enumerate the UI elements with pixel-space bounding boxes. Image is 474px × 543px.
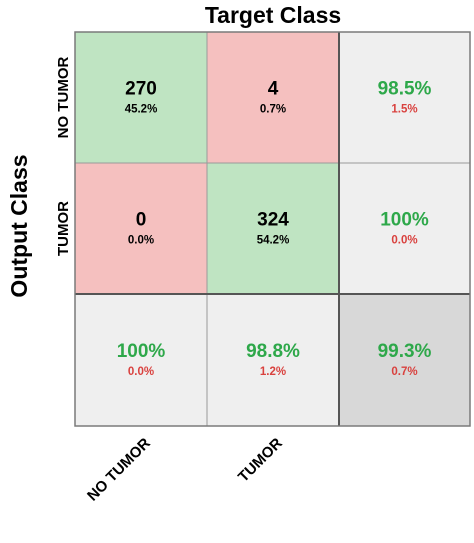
column-summary-cell-percent: 1.2% [260,366,286,378]
matrix-cell [207,32,339,163]
matrix-cell [75,32,207,163]
matrix-cell-value: 270 [125,79,157,100]
matrix-cell-percent: 0.7% [260,104,286,116]
row-summary-cell-value: 100% [380,210,429,231]
matrix-cell-percent: 0.0% [128,235,154,247]
x-tick-label: TUMOR [235,435,286,486]
y-tick-label: TUMOR [55,201,72,256]
column-summary-cell [207,294,339,426]
y-axis-title: Output Class [6,154,32,297]
matrix-cell-percent: 54.2% [257,235,290,247]
matrix-cell-value: 0 [136,210,147,231]
y-tick-label: NO TUMOR [55,57,72,139]
row-summary-cell-percent: 0.0% [391,235,417,247]
overall-accuracy-cell-percent: 0.7% [391,366,417,378]
row-summary-cell-percent: 1.5% [391,104,417,116]
row-summary-cell [339,163,470,294]
overall-accuracy-cell-value: 99.3% [378,341,432,362]
matrix-cell-percent: 45.2% [125,104,158,116]
matrix-grid: 270 45.2% 4 0.7% 98.5% 1.5% 0 0.0% 324 54.2% 100% 0… [74,31,471,427]
column-summary-cell [75,294,207,426]
overall-accuracy-cell [339,294,470,426]
matrix-cell-value: 4 [268,79,279,100]
matrix-cell-value: 324 [257,210,289,231]
matrix-cell [75,163,207,294]
x-tick-label: NO TUMOR [84,435,154,505]
matrix-border [74,31,471,427]
column-summary-cell-percent: 0.0% [128,366,154,378]
matrix-cell [207,163,339,294]
column-summary-cell-value: 100% [117,341,166,362]
row-summary-cell [339,32,470,163]
row-summary-cell-value: 98.5% [378,79,432,100]
x-axis-title: Target Class [205,2,341,28]
column-summary-cell-value: 98.8% [246,341,300,362]
